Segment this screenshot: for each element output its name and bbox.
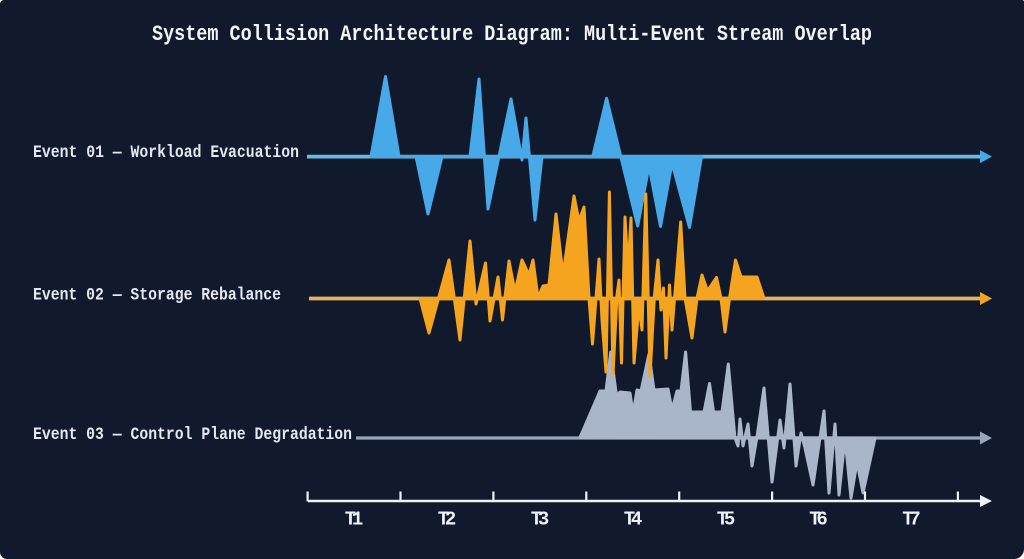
svg-text:Event 03 — Control Plane Degra: Event 03 — Control Plane Degradation	[33, 425, 352, 445]
svg-text:T1: T1	[345, 509, 364, 531]
svg-text:T7: T7	[902, 509, 921, 531]
svg-text:T5: T5	[717, 509, 736, 531]
svg-text:T3: T3	[531, 509, 550, 531]
svg-text:Event 02 — Storage Rebalance: Event 02 — Storage Rebalance	[33, 286, 281, 306]
svg-text:System Collision Architecture: System Collision Architecture Diagram: M…	[152, 21, 872, 47]
svg-text:T2: T2	[438, 509, 457, 531]
svg-text:Event 01 — Workload Evacuation: Event 01 — Workload Evacuation	[33, 143, 299, 163]
svg-text:T6: T6	[809, 509, 828, 531]
svg-text:T4: T4	[624, 509, 643, 531]
